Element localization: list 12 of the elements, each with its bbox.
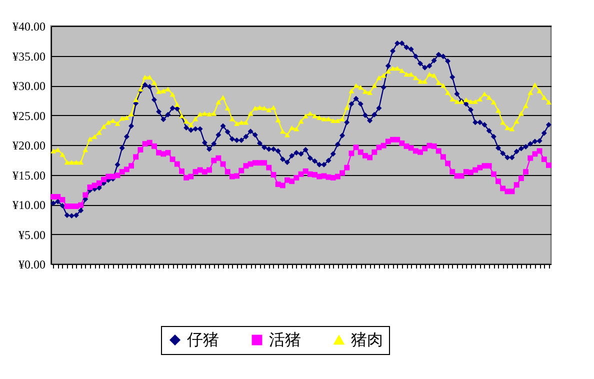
y-tick-label: ¥10.00 [12, 198, 46, 212]
y-tick-label: ¥40.00 [12, 20, 46, 34]
y-tick-label: ¥0.00 [18, 258, 46, 272]
legend-label: 仔猪 [187, 330, 219, 349]
y-tick-label: ¥30.00 [12, 79, 46, 93]
legend-label: 猪肉 [351, 330, 383, 349]
y-tick-label: ¥20.00 [12, 138, 46, 152]
legend-label: 活猪 [269, 330, 301, 349]
y-tick-label: ¥5.00 [18, 228, 46, 242]
y-tick-label: ¥15.00 [12, 168, 46, 182]
y-tick-label: ¥25.00 [12, 108, 46, 123]
y-tick-label: ¥35.00 [12, 49, 46, 64]
